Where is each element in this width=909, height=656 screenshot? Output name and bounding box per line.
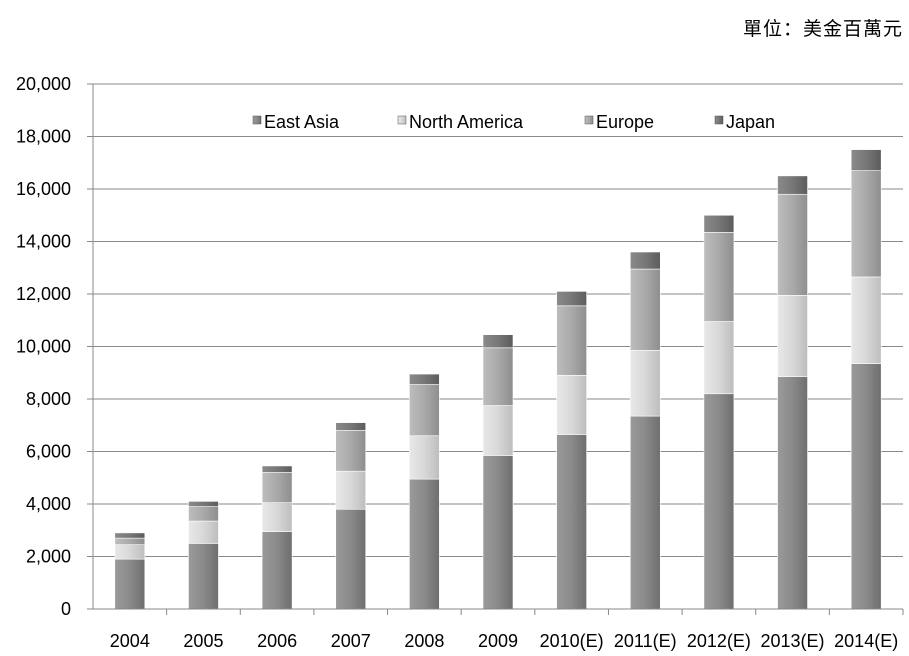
bar-north-america-2007 bbox=[335, 470, 367, 510]
bar-east-asia-2014(E) bbox=[850, 363, 882, 610]
bar-europe-2006 bbox=[261, 472, 293, 503]
axes bbox=[92, 84, 903, 610]
bar-japan-2014(E) bbox=[850, 149, 882, 171]
bar-japan-2004 bbox=[114, 532, 146, 539]
y-tick-label: 18,000 bbox=[16, 127, 71, 147]
bar-east-asia-2006 bbox=[261, 531, 293, 610]
bar-europe-2007 bbox=[335, 430, 367, 472]
bar-north-america-2010(E) bbox=[556, 375, 587, 435]
bar-east-asia-2005 bbox=[188, 543, 219, 610]
y-tick-label: 8,000 bbox=[26, 389, 71, 409]
legend-swatch-europe bbox=[584, 115, 594, 125]
bar-europe-2004 bbox=[114, 537, 146, 545]
bar-europe-2005 bbox=[188, 506, 219, 522]
bar-japan-2013(E) bbox=[777, 175, 808, 195]
bar-north-america-2013(E) bbox=[777, 295, 808, 377]
bar-north-america-2005 bbox=[188, 520, 219, 544]
legend: East Asia North America Europe Japan bbox=[252, 112, 775, 132]
bar-europe-2014(E) bbox=[850, 170, 882, 278]
x-tick-label: 2008 bbox=[404, 631, 444, 651]
x-tick-label: 2014(E) bbox=[834, 631, 898, 651]
legend-label-europe: Europe bbox=[596, 112, 654, 132]
legend-label-north-america: North America bbox=[409, 112, 524, 132]
x-tick-label: 2009 bbox=[478, 631, 518, 651]
y-tick-label: 20,000 bbox=[16, 74, 71, 94]
bar-japan-2010(E) bbox=[556, 291, 587, 307]
y-tick-label: 4,000 bbox=[26, 494, 71, 514]
bar-japan-2011(E) bbox=[629, 251, 661, 270]
bar-north-america-2009 bbox=[482, 405, 514, 456]
y-tick-label: 6,000 bbox=[26, 442, 71, 462]
x-tick-label: 2005 bbox=[183, 631, 223, 651]
legend-swatch-east-asia bbox=[252, 115, 262, 125]
bar-europe-2013(E) bbox=[777, 193, 808, 296]
bar-east-asia-2012(E) bbox=[703, 393, 735, 610]
unit-note: 單位：美金百萬元 bbox=[742, 18, 903, 40]
bar-japan-2006 bbox=[261, 465, 293, 473]
bar-north-america-2008 bbox=[409, 435, 440, 480]
y-tick-label: 16,000 bbox=[16, 179, 71, 199]
x-tick-label: 2011(E) bbox=[614, 631, 677, 651]
legend-swatch-north-america bbox=[397, 115, 407, 125]
y-tick-label: 0 bbox=[61, 599, 71, 619]
y-axis-tick-labels: 0 2,000 4,000 6,000 8,000 10,000 12,000 14,000 1… bbox=[16, 74, 71, 619]
bar-north-america-2014(E) bbox=[850, 276, 882, 364]
bar-europe-2009 bbox=[482, 347, 514, 406]
x-tick-label: 2012(E) bbox=[687, 631, 751, 651]
bar-east-asia-2010(E) bbox=[556, 434, 587, 610]
bar-east-asia-2011(E) bbox=[629, 415, 661, 610]
x-tick-label: 2010(E) bbox=[540, 631, 604, 651]
y-tick-label: 12,000 bbox=[16, 284, 71, 304]
x-tick-label: 2007 bbox=[331, 631, 371, 651]
legend-label-japan: Japan bbox=[726, 112, 775, 132]
bar-japan-2005 bbox=[188, 501, 219, 507]
bar-japan-2009 bbox=[482, 334, 514, 349]
bar-east-asia-2004 bbox=[114, 558, 146, 610]
bar-north-america-2012(E) bbox=[703, 321, 735, 395]
bar-europe-2011(E) bbox=[629, 268, 661, 351]
y-tick-label: 14,000 bbox=[16, 232, 71, 252]
bar-japan-2012(E) bbox=[703, 214, 735, 233]
bar-north-america-2006 bbox=[261, 502, 293, 532]
bar-europe-2010(E) bbox=[556, 305, 587, 376]
bar-north-america-2004 bbox=[114, 544, 146, 560]
bar-east-asia-2008 bbox=[409, 478, 440, 610]
bar-europe-2012(E) bbox=[703, 232, 735, 322]
bar-east-asia-2013(E) bbox=[777, 376, 808, 610]
bar-north-america-2011(E) bbox=[629, 350, 661, 417]
x-tick-label: 2013(E) bbox=[761, 631, 825, 651]
bar-japan-2008 bbox=[409, 373, 440, 385]
bar-east-asia-2007 bbox=[335, 508, 367, 610]
x-tick-label: 2004 bbox=[110, 631, 150, 651]
legend-label-east-asia: East Asia bbox=[264, 112, 340, 132]
y-tick-label: 10,000 bbox=[16, 337, 71, 357]
y-tick-label: 2,000 bbox=[26, 547, 71, 567]
legend-swatch-japan bbox=[714, 115, 724, 125]
bar-europe-2008 bbox=[409, 384, 440, 437]
bar-east-asia-2009 bbox=[482, 455, 514, 610]
x-axis-tick-labels: 2004 2005 2006 2007 2008 2009 2010(E) 2011(E) 20… bbox=[110, 609, 904, 651]
bars bbox=[114, 149, 882, 610]
bar-japan-2007 bbox=[335, 422, 367, 431]
x-tick-label: 2006 bbox=[257, 631, 297, 651]
